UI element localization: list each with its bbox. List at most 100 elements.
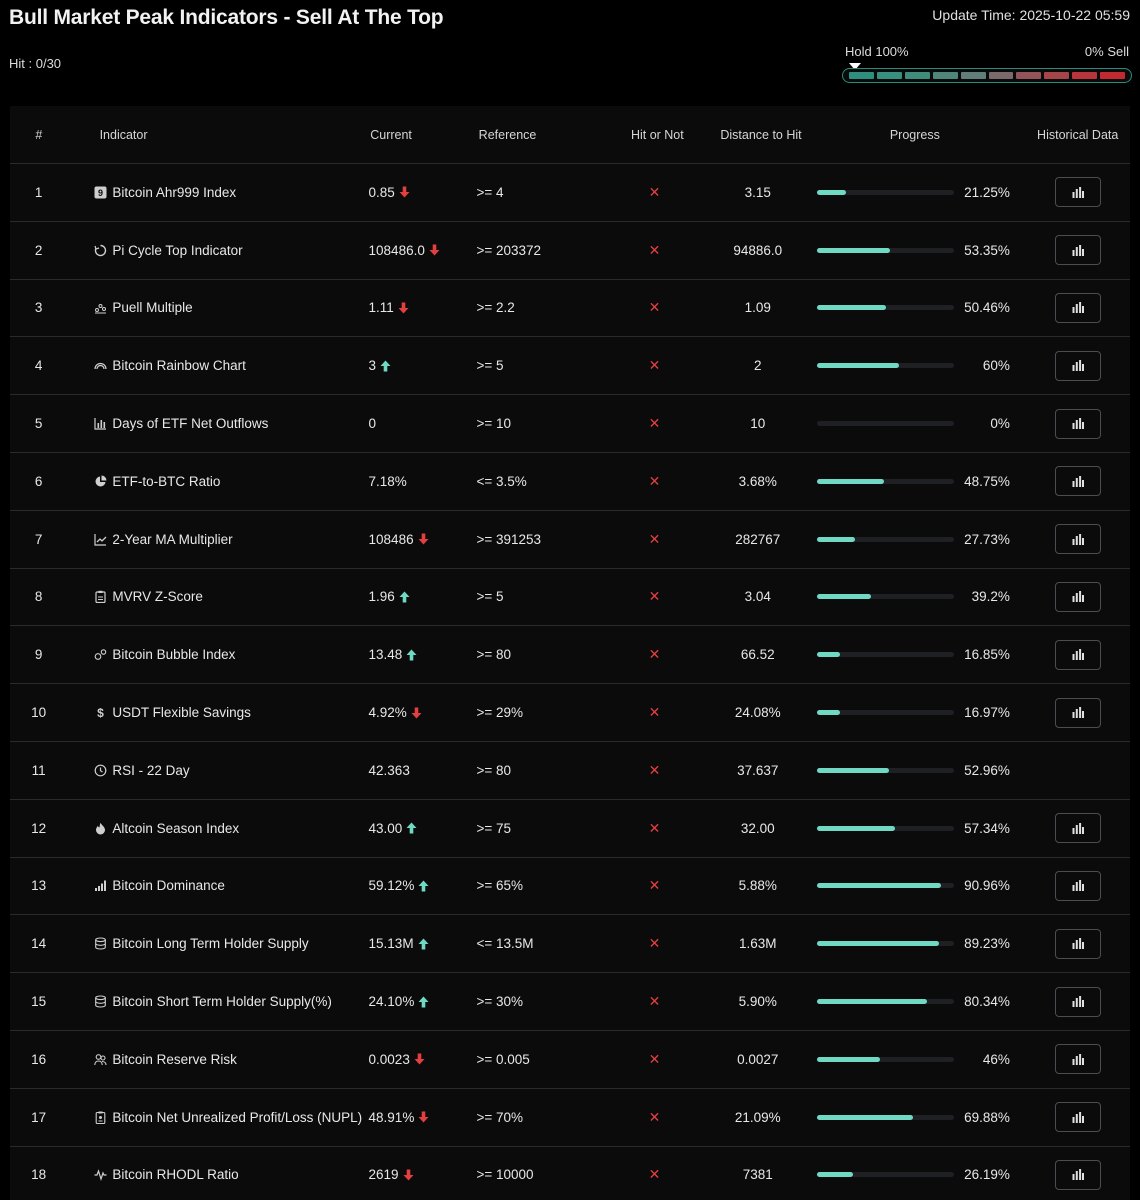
historical-data-button[interactable] <box>1054 870 1101 901</box>
reference-value: >= 75 <box>476 820 512 836</box>
progress-label: 27.73% <box>964 531 1010 547</box>
reference-value: <= 13.5M <box>476 936 534 952</box>
row-number: 1 <box>34 184 43 200</box>
historical-data-button[interactable] <box>1054 235 1101 266</box>
indicator-cell[interactable]: MVRV Z-Score <box>92 589 368 604</box>
not-hit-icon: ✕ <box>648 646 661 663</box>
indicator-name[interactable]: USDT Flexible Savings <box>112 705 251 721</box>
indicator-cell[interactable]: $ USDT Flexible Savings <box>92 705 368 720</box>
current-value: 43.00 <box>368 820 403 836</box>
indicator-name[interactable]: Puell Multiple <box>112 300 193 316</box>
indicator-name[interactable]: Bitcoin Reserve Risk <box>112 1051 237 1067</box>
progress-fill <box>816 594 871 600</box>
indicator-cell[interactable]: Bitcoin Bubble Index <box>92 647 368 662</box>
historical-data-button[interactable] <box>1054 986 1101 1017</box>
not-hit-icon: ✕ <box>648 357 661 374</box>
current-value-cell: 0.0023 <box>369 1052 477 1067</box>
progress-track <box>816 825 954 831</box>
indicator-name[interactable]: Bitcoin Net Unrealized Profit/Loss (NUPL… <box>112 1109 363 1125</box>
historical-data-button[interactable] <box>1054 1159 1101 1190</box>
table-row: 9 Bitcoin Bubble Index 13.48 >= 80 ✕ 66.52 16.… <box>10 626 1130 685</box>
row-number: 15 <box>31 994 47 1010</box>
indicator-cell[interactable]: Bitcoin Net Unrealized Profit/Loss (NUPL… <box>92 1110 368 1125</box>
historical-data-button[interactable] <box>1054 928 1101 959</box>
indicator-cell[interactable]: Puell Multiple <box>92 300 368 315</box>
current-value-cell: 43.00 <box>369 821 477 836</box>
clock-icon <box>94 764 107 777</box>
table-row: 3 Puell Multiple 1.11 >= 2.2 ✕ 1.09 50.46% <box>10 280 1130 338</box>
indicator-name[interactable]: Days of ETF Net Outflows <box>112 416 269 432</box>
distance-value: 1.63M <box>738 936 777 952</box>
indicator-name[interactable]: Altcoin Season Index <box>112 820 240 836</box>
indicator-name[interactable]: Bitcoin Short Term Holder Supply(%) <box>112 994 332 1010</box>
chart-icon <box>1072 938 1084 950</box>
progress-label: 26.19% <box>964 1167 1010 1183</box>
reference-value: <= 3.5% <box>476 473 527 489</box>
progress-fill <box>816 305 886 311</box>
current-value-cell: 2619 <box>369 1167 477 1182</box>
indicator-name[interactable]: Bitcoin Long Term Holder Supply <box>112 936 309 952</box>
historical-data-cell <box>1010 408 1130 439</box>
historical-data-button[interactable] <box>1054 466 1101 497</box>
distance-value: 282767 <box>735 531 781 547</box>
indicator-cell[interactable]: 9 Bitcoin Ahr999 Index <box>92 185 368 200</box>
hit-status-cell: ✕ <box>586 473 694 490</box>
table-header: # Indicator Current Reference Hit or Not… <box>10 106 1130 164</box>
progress-cell: 27.73% <box>809 532 1010 547</box>
indicator-name[interactable]: 2-Year MA Multiplier <box>112 531 233 547</box>
current-value-cell: 48.91% <box>369 1110 477 1125</box>
progress-cell: 46% <box>809 1052 1010 1067</box>
reference-value: >= 5 <box>476 589 504 605</box>
current-value-cell: 24.10% <box>369 994 477 1009</box>
indicator-cell[interactable]: ETF-to-BTC Ratio <box>92 474 368 489</box>
indicator-name[interactable]: Bitcoin RHODL Ratio <box>112 1167 239 1183</box>
hit-counter: Hit : 0/30 <box>9 56 62 71</box>
distance-value: 32.00 <box>740 820 775 836</box>
historical-data-button[interactable] <box>1054 1044 1101 1075</box>
trend-down-icon <box>429 244 440 256</box>
indicator-cell[interactable]: Altcoin Season Index <box>92 821 368 836</box>
indicator-name[interactable]: Bitcoin Bubble Index <box>112 647 236 663</box>
table-row: 16 Bitcoin Reserve Risk 0.0023 >= 0.005 ✕ 0.0… <box>10 1031 1130 1089</box>
historical-data-button[interactable] <box>1054 350 1101 381</box>
users-icon <box>94 1053 107 1066</box>
historical-data-button[interactable] <box>1054 408 1101 439</box>
gauge-segment <box>988 72 1014 79</box>
historical-data-button[interactable] <box>1054 1102 1101 1133</box>
progress-cell: 0% <box>809 416 1010 431</box>
indicator-name[interactable]: Bitcoin Ahr999 Index <box>112 184 237 200</box>
indicator-name[interactable]: ETF-to-BTC Ratio <box>112 473 221 489</box>
table-row: 7 2-Year MA Multiplier 108486 >= 391253 ✕ 282… <box>10 511 1130 569</box>
indicator-name[interactable]: Bitcoin Dominance <box>112 878 225 894</box>
indicator-name[interactable]: Pi Cycle Top Indicator <box>112 242 243 258</box>
historical-data-button[interactable] <box>1054 697 1101 728</box>
indicator-cell[interactable]: 2-Year MA Multiplier <box>92 532 368 547</box>
indicator-cell[interactable]: Pi Cycle Top Indicator <box>92 243 368 258</box>
row-number: 13 <box>31 878 47 894</box>
progress-cell: 60% <box>809 358 1010 373</box>
historical-data-button[interactable] <box>1054 813 1101 844</box>
historical-data-button[interactable] <box>1054 524 1101 555</box>
not-hit-icon: ✕ <box>648 415 661 432</box>
indicator-cell[interactable]: Bitcoin Rainbow Chart <box>92 358 368 373</box>
trend-up-icon <box>418 996 429 1008</box>
indicator-cell[interactable]: RSI - 22 Day <box>92 763 368 778</box>
indicator-name[interactable]: RSI - 22 Day <box>112 762 190 778</box>
trend-up-icon <box>406 649 417 661</box>
progress-track <box>816 652 954 658</box>
row-number: 11 <box>31 762 46 778</box>
indicator-cell[interactable]: Bitcoin Short Term Holder Supply(%) <box>92 994 368 1009</box>
indicator-cell[interactable]: Bitcoin Reserve Risk <box>92 1052 368 1067</box>
indicator-name[interactable]: MVRV Z-Score <box>112 589 203 605</box>
indicator-cell[interactable]: Days of ETF Net Outflows <box>92 416 368 431</box>
current-value: 108486.0 <box>368 242 425 258</box>
indicator-cell[interactable]: Bitcoin Dominance <box>92 878 368 893</box>
historical-data-button[interactable] <box>1054 639 1101 670</box>
historical-data-button[interactable] <box>1054 581 1101 612</box>
indicator-name[interactable]: Bitcoin Rainbow Chart <box>112 358 246 374</box>
historical-data-button[interactable] <box>1054 177 1101 208</box>
progress-fill <box>816 941 940 947</box>
indicator-cell[interactable]: Bitcoin RHODL Ratio <box>92 1167 368 1182</box>
indicator-cell[interactable]: Bitcoin Long Term Holder Supply <box>92 936 368 951</box>
historical-data-button[interactable] <box>1054 292 1101 323</box>
